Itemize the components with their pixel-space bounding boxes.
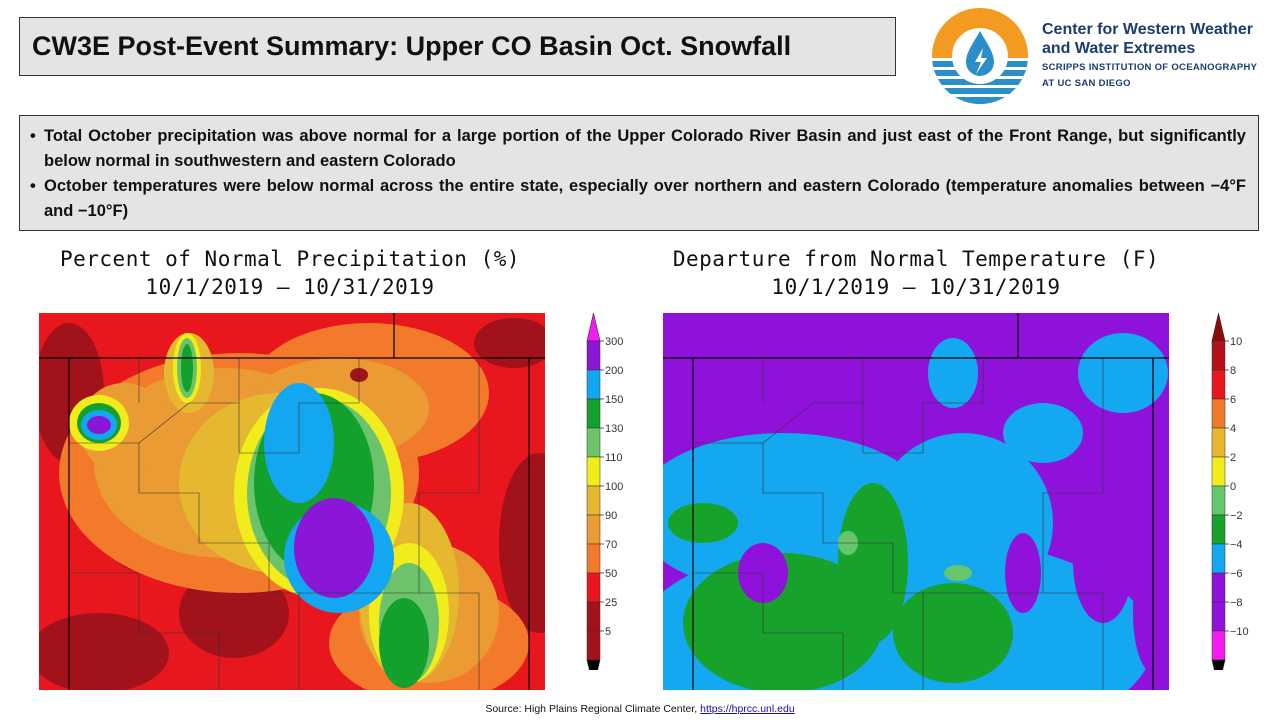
precip-legend-tick-label: 300 [605, 336, 623, 348]
summary-box: Total October precipitation was above no… [19, 115, 1259, 231]
temp-legend-top-arrow [1211, 312, 1226, 342]
temp-green-areas [668, 483, 1013, 690]
temp-legend-segment [1211, 543, 1226, 574]
precip-county-lines [69, 358, 480, 690]
source-text: Source: High Plains Regional Climate Cen… [485, 703, 701, 715]
temp-legend-segment [1211, 601, 1226, 632]
bullet-temp: October temperatures were below normal a… [30, 174, 1246, 224]
temp-legend-tick-label: −8 [1230, 597, 1243, 609]
org-name-line2: and Water Extremes [1042, 40, 1196, 57]
title-box: CW3E Post-Event Summary: Upper CO Basin … [19, 17, 896, 76]
temp-legend-segment [1211, 340, 1226, 371]
precip-legend-tick-label: 5 [605, 626, 611, 638]
temp-legend-tick-label: −4 [1230, 539, 1243, 551]
temp-legend-tick-label: 6 [1230, 394, 1236, 406]
temp-title-line2: 10/1/2019 – 10/31/2019 [771, 275, 1061, 299]
temp-legend-segment [1211, 630, 1226, 661]
precip-legend-segment [586, 514, 601, 545]
precip-legend-segment [586, 369, 601, 400]
precip-legend-tick-label: 70 [605, 539, 617, 551]
temp-county-lines [693, 358, 1104, 690]
precip-legend-segment [586, 601, 601, 632]
precip-legend-tick-label: 150 [605, 394, 623, 406]
precip-colorbar: 300 200 150 130 110 100 90 70 50 25 5 [586, 312, 623, 670]
precip-legend-bottom-arrow [586, 659, 601, 670]
temp-legend-tick-label: −10 [1230, 626, 1249, 638]
precip-legend-tick-label: 100 [605, 481, 623, 493]
precip-legend-segment [586, 630, 601, 661]
temp-legend-segment [1211, 398, 1226, 429]
temp-state-boundaries [663, 313, 1169, 690]
precip-legend-segment [586, 572, 601, 603]
temp-legend-segment [1211, 369, 1226, 400]
temp-legend-segment [1211, 572, 1226, 603]
temp-legend-segment [1211, 514, 1226, 545]
precip-legend-segment [586, 485, 601, 516]
precip-legend-tick-label: 50 [605, 568, 617, 580]
precip-legend-segment [586, 398, 601, 429]
temp-legend-tick-label: 0 [1230, 481, 1236, 493]
temp-map-title: Departure from Normal Temperature (F) 10… [665, 245, 1167, 301]
temp-legend-tick-label: 10 [1230, 336, 1242, 348]
temp-title-line1: Departure from Normal Temperature (F) [672, 247, 1160, 271]
temp-legend-tick-label: −2 [1230, 510, 1243, 522]
precip-legend-tick-label: 200 [605, 365, 623, 377]
precip-state-boundaries [39, 313, 545, 690]
temp-map [663, 313, 1169, 690]
temp-legend-tick-label: 2 [1230, 452, 1236, 464]
precip-legend-tick-label: 110 [605, 452, 623, 464]
precip-legend-segment [586, 340, 601, 371]
temp-legend-bottom-arrow [1211, 659, 1226, 670]
precip-legend-segment [586, 543, 601, 574]
precip-map [39, 313, 545, 690]
precip-legend-tick-label: 25 [605, 597, 617, 609]
precip-legend-segment [586, 456, 601, 487]
precip-legend-tick-label: 130 [605, 423, 623, 435]
precip-legend-top-arrow [586, 312, 601, 342]
source-credit: Source: High Plains Regional Climate Cen… [0, 703, 1280, 715]
temp-legend-segment [1211, 427, 1226, 458]
bullet-precip: Total October precipitation was above no… [30, 124, 1246, 174]
temp-legend-tick-label: 8 [1230, 365, 1236, 377]
precip-purple-areas [87, 416, 374, 598]
temp-colorbar: 10 8 6 4 2 0 −2 −4 −6 −8 −10 [1211, 312, 1249, 670]
precip-legend-tick-label: 90 [605, 510, 617, 522]
org-name-line1: Center for Western Weather [1042, 21, 1254, 38]
precip-title-line2: 10/1/2019 – 10/31/2019 [145, 275, 435, 299]
org-sub-line1: SCRIPPS INSTITUTION OF OCEANOGRAPHY [1042, 62, 1258, 73]
precip-map-title: Percent of Normal Precipitation (%) 10/1… [40, 245, 540, 301]
precip-legend-segment [586, 427, 601, 458]
org-text: Center for Western Weather and Water Ext… [1042, 20, 1257, 90]
temp-legend-segment [1211, 456, 1226, 487]
temp-legend-tick-label: 4 [1230, 423, 1236, 435]
org-sub-line2: AT UC SAN DIEGO [1042, 78, 1131, 89]
source-link[interactable]: https://hprcc.unl.edu [700, 703, 795, 715]
page-title: CW3E Post-Event Summary: Upper CO Basin … [32, 31, 792, 61]
temp-legend-tick-label: −6 [1230, 568, 1243, 580]
temp-legend-segment [1211, 485, 1226, 516]
precip-title-line1: Percent of Normal Precipitation (%) [59, 247, 520, 271]
cw3e-logo [932, 8, 1028, 104]
